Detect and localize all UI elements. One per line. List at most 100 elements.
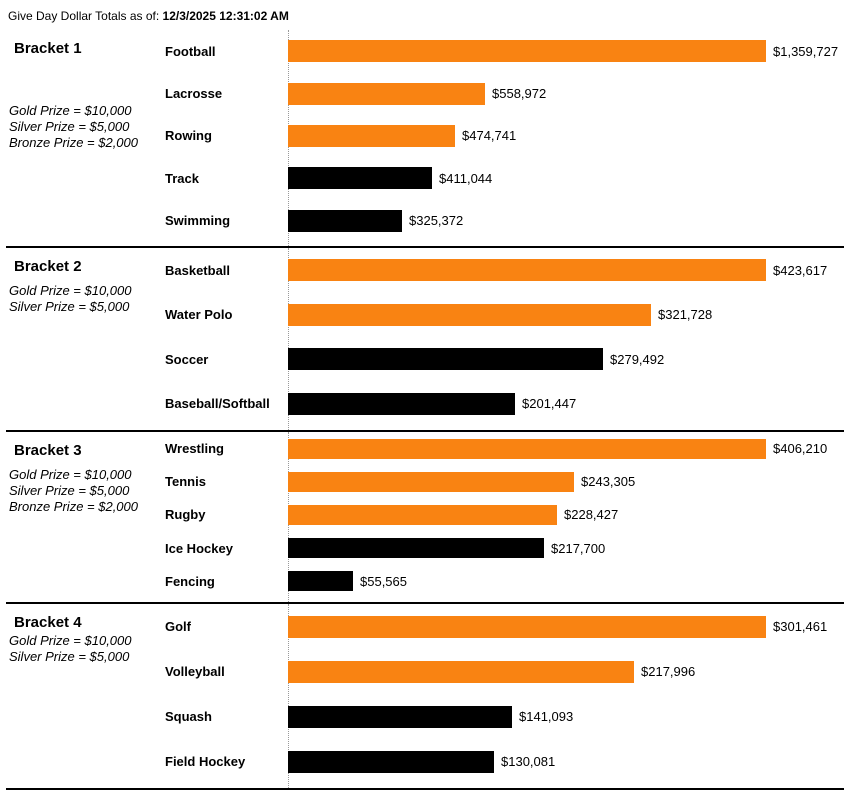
chart: Bracket 1 Gold Prize = $10,000 Silver Pri… [0,30,850,790]
prize-line: Bronze Prize = $2,000 [9,135,138,150]
page-title-timestamp: 12/3/2025 12:31:02 AM [162,9,289,23]
bracket-section: Bracket 3 Gold Prize = $10,000 Silver Pri… [0,432,850,604]
bar-value: $217,700 [551,540,606,556]
bracket-rows: Golf $301,461 Volleyball $217,996 Squash… [165,604,846,784]
bar-value: $141,093 [519,709,574,724]
bar-row: Track $411,044 [165,167,846,190]
bracket-info: Bracket 2 Gold Prize = $10,000 Silver Pri… [9,258,164,315]
bar [288,259,766,282]
bar-value: $474,741 [462,128,517,144]
sport-label: Swimming [165,213,231,229]
bar-value: $217,996 [641,664,696,679]
bracket-title: Bracket 3 [14,442,82,459]
prize-line: Gold Prize = $10,000 [9,283,132,298]
bar-row: Lacrosse $558,972 [165,82,846,105]
prize-line: Silver Prize = $5,000 [9,119,130,134]
bar [288,392,515,415]
bar [288,209,402,232]
bar-value: $279,492 [610,351,665,367]
bracket-section: Bracket 1 Gold Prize = $10,000 Silver Pri… [0,30,850,248]
sport-label: Baseball/Softball [165,396,270,412]
bar-value: $228,427 [564,507,619,523]
sport-label: Squash [165,709,212,724]
bar [288,471,574,492]
sport-label: Water Polo [165,307,233,323]
bar [288,124,455,147]
sport-label: Rugby [165,507,206,523]
bar [288,40,766,63]
bar-row: Wrestling $406,210 [165,438,846,459]
bar-row: Rugby $228,427 [165,504,846,525]
bracket-info: Bracket 1 Gold Prize = $10,000 Silver Pri… [9,40,164,151]
bar [288,660,634,683]
prize-line: Silver Prize = $5,000 [9,649,130,664]
bracket-info: Bracket 3 Gold Prize = $10,000 Silver Pri… [9,442,164,515]
bar-value: $1,359,727 [773,43,839,59]
bar [288,571,353,592]
bracket-prizes: Gold Prize = $10,000 Silver Prize = $5,00… [9,283,164,315]
bar-value: $423,617 [773,262,828,278]
bar-row: Volleyball $217,996 [165,660,846,683]
bar [288,303,651,326]
bar-row: Basketball $423,617 [165,259,846,282]
bar-row: Ice Hockey $217,700 [165,538,846,559]
sport-label: Soccer [165,351,209,367]
sport-label: Volleyball [165,664,225,679]
prize-line: Gold Prize = $10,000 [9,103,132,118]
sport-label: Golf [165,619,191,634]
bracket-rows: Football $1,359,727 Lacrosse $558,972 Ro… [165,30,846,242]
bar-value: $406,210 [773,441,828,457]
bracket-prizes: Gold Prize = $10,000 Silver Prize = $5,00… [9,633,164,665]
bracket-section: Bracket 2 Gold Prize = $10,000 Silver Pri… [0,248,850,432]
bracket-prizes: Gold Prize = $10,000 Silver Prize = $5,00… [9,103,164,151]
bar-row: Rowing $474,741 [165,124,846,147]
sport-label: Ice Hockey [165,540,233,556]
sport-label: Track [165,170,199,186]
bracket-rows: Basketball $423,617 Water Polo $321,728 … [165,248,846,426]
bar-row: Baseball/Softball $201,447 [165,392,846,415]
bar-row: Fencing $55,565 [165,571,846,592]
sport-label: Rowing [165,128,212,144]
prize-line: Silver Prize = $5,000 [9,483,130,498]
sport-label: Fencing [165,573,215,589]
bar-value: $325,372 [409,213,464,229]
bar-row: Water Polo $321,728 [165,303,846,326]
bar [288,167,432,190]
bracket-title: Bracket 1 [14,40,82,57]
prize-line: Silver Prize = $5,000 [9,299,130,314]
bracket-title: Bracket 2 [14,258,82,275]
header: Give Day Dollar Totals as of: 12/3/2025 … [0,0,850,30]
bracket-info: Bracket 4 Gold Prize = $10,000 Silver Pri… [9,614,164,665]
bar-row: Golf $301,461 [165,615,846,638]
page-title-prefix: Give Day Dollar Totals as of: [8,9,160,23]
sport-label: Lacrosse [165,86,223,102]
bar-row: Soccer $279,492 [165,348,846,371]
bar-row: Tennis $243,305 [165,471,846,492]
bracket-title: Bracket 4 [14,614,82,631]
bar-row: Swimming $325,372 [165,209,846,232]
prize-line: Bronze Prize = $2,000 [9,499,138,514]
bar-value: $411,044 [439,170,493,186]
sport-label: Tennis [165,474,206,490]
bar [288,82,485,105]
bar [288,348,603,371]
bar-row: Field Hockey $130,081 [165,750,846,773]
prize-line: Gold Prize = $10,000 [9,633,132,648]
bar-value: $130,081 [501,754,556,769]
bar-value: $201,447 [522,396,577,412]
bar [288,750,494,773]
prize-line: Gold Prize = $10,000 [9,467,132,482]
bar-value: $558,972 [492,86,547,102]
bar-value: $243,305 [581,474,636,490]
bracket-rows: Wrestling $406,210 Tennis $243,305 Rugby… [165,432,846,598]
bar [288,705,512,728]
sport-label: Wrestling [165,441,224,457]
bracket-section: Bracket 4 Gold Prize = $10,000 Silver Pri… [0,604,850,790]
bar [288,504,557,525]
bar-row: Squash $141,093 [165,705,846,728]
bar [288,615,766,638]
bar-value: $321,728 [658,307,713,323]
bar-value: $55,565 [360,573,407,589]
page-title: Give Day Dollar Totals as of: 12/3/2025 … [8,9,289,23]
